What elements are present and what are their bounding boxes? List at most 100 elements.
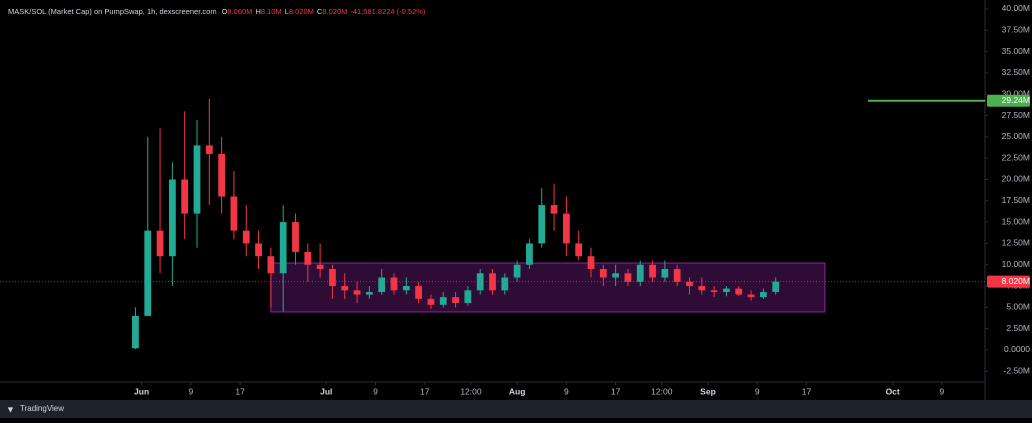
ohlc-value: 8.060M bbox=[227, 7, 252, 16]
candle-body bbox=[378, 277, 386, 293]
candle-body bbox=[255, 243, 262, 257]
footer-bar bbox=[0, 400, 1032, 418]
y-tick-label: 5.00M bbox=[1006, 302, 1030, 312]
candle-body bbox=[735, 288, 743, 295]
y-tick-label: -2.50M bbox=[1004, 366, 1030, 376]
candle-body bbox=[242, 230, 250, 244]
y-tick-label: 10.00M bbox=[1002, 259, 1030, 269]
candle-body bbox=[427, 298, 435, 305]
y-tick-label: 37.50M bbox=[1002, 25, 1030, 35]
candle-body bbox=[464, 290, 472, 304]
y-tick-label: 2.50M bbox=[1006, 323, 1030, 333]
footer-brand: TradingView bbox=[20, 404, 64, 413]
ohlc-value: 8.020M bbox=[322, 7, 347, 16]
candle-body bbox=[181, 179, 189, 214]
candle-body bbox=[402, 286, 410, 291]
candle-body bbox=[661, 269, 669, 278]
candle-body bbox=[193, 145, 201, 214]
y-tick-label: 25.00M bbox=[1002, 131, 1030, 141]
header: MASK/SOL (Market Cap) on PumpSwap, 1h, d… bbox=[8, 7, 426, 16]
x-tick-label: 12:00 bbox=[460, 386, 482, 396]
candle-body bbox=[341, 286, 349, 291]
candle-body bbox=[636, 264, 644, 282]
candle-body bbox=[526, 243, 533, 265]
ohlc-key: H bbox=[255, 7, 260, 16]
ohlc-value: 8.020M bbox=[289, 7, 314, 16]
candle-body bbox=[144, 230, 152, 316]
candle-body bbox=[759, 292, 767, 298]
candle-body bbox=[365, 292, 373, 295]
level-tag bbox=[987, 94, 1030, 107]
ohlc-value: 8.10M bbox=[261, 7, 282, 16]
x-tick-label: 9 bbox=[755, 386, 760, 396]
x-tick-label: 17 bbox=[235, 386, 245, 396]
candle-body bbox=[218, 153, 226, 197]
y-tick-label: 15.00M bbox=[1002, 216, 1030, 226]
candle-body bbox=[686, 281, 693, 287]
y-tick-label: 35.00M bbox=[1002, 46, 1030, 56]
x-tick-label: 12:00 bbox=[651, 386, 673, 396]
candle-body bbox=[316, 264, 324, 270]
x-tick-label: Jun bbox=[134, 386, 149, 396]
candle-body bbox=[538, 205, 546, 244]
range-box bbox=[270, 262, 826, 313]
y-tick-label: 0.0000 bbox=[1004, 344, 1030, 354]
candle-body bbox=[550, 205, 558, 214]
ohlc-key: L bbox=[285, 7, 289, 16]
candle-body bbox=[562, 213, 570, 244]
candle-body bbox=[501, 277, 509, 291]
candle-body bbox=[649, 264, 656, 278]
candle-body bbox=[353, 290, 361, 295]
x-tick-label: 9 bbox=[940, 386, 945, 396]
x-tick-label: Sep bbox=[700, 386, 716, 396]
x-tick-label: Jul bbox=[320, 386, 332, 396]
ohlc-key: C bbox=[317, 7, 323, 16]
candle-body bbox=[513, 264, 521, 278]
level-tag-label: 29.24M bbox=[1002, 95, 1030, 105]
y-tick-label: 20.00M bbox=[1002, 174, 1030, 184]
y-tick-label: 30.00M bbox=[1002, 88, 1030, 98]
y-tick-label: 12.50M bbox=[1002, 238, 1030, 248]
candle-body bbox=[599, 269, 607, 278]
x-tick-label: 9 bbox=[564, 386, 569, 396]
candle-body bbox=[267, 256, 275, 274]
header-change: -41,581.8224 (-0.52%) bbox=[350, 7, 426, 16]
candle-body bbox=[673, 269, 681, 282]
candle-body bbox=[230, 196, 238, 231]
y-tick-label: 32.50M bbox=[1002, 67, 1030, 77]
candle-body bbox=[279, 222, 287, 274]
candle-body bbox=[587, 256, 595, 270]
candle-body bbox=[329, 269, 336, 287]
x-tick-label: 17 bbox=[420, 386, 430, 396]
candle-body bbox=[612, 273, 620, 278]
y-tick-label: 22.50M bbox=[1002, 152, 1030, 162]
price-tag bbox=[987, 275, 1030, 288]
candle-body bbox=[304, 251, 312, 265]
x-tick-label: 17 bbox=[802, 386, 812, 396]
candle-body bbox=[439, 297, 447, 305]
x-tick-label: 9 bbox=[373, 386, 378, 396]
ohlc-key: O bbox=[222, 7, 228, 16]
x-tick-label: 17 bbox=[611, 386, 621, 396]
candle-body bbox=[415, 286, 423, 299]
y-tick-label: 27.50M bbox=[1002, 110, 1030, 120]
candle-body bbox=[772, 281, 780, 293]
candle-body bbox=[624, 273, 632, 282]
candle-body bbox=[452, 297, 459, 304]
header-title: MASK/SOL (Market Cap) on PumpSwap, 1h, d… bbox=[8, 7, 217, 16]
candle-body bbox=[575, 243, 583, 257]
candle-body bbox=[698, 286, 706, 291]
candle-body bbox=[205, 145, 213, 154]
candle-body bbox=[168, 179, 176, 257]
x-tick-label: 9 bbox=[188, 386, 193, 396]
candle-body bbox=[156, 230, 164, 257]
candle-body bbox=[723, 288, 730, 293]
x-tick-label: Aug bbox=[509, 386, 526, 396]
candle-body bbox=[747, 294, 755, 298]
footer-logo: ▼ bbox=[6, 404, 15, 414]
y-tick-label: 40.00M bbox=[1002, 3, 1030, 13]
price-tag-label: 8.020M bbox=[1002, 276, 1030, 286]
candle-body bbox=[132, 315, 139, 349]
